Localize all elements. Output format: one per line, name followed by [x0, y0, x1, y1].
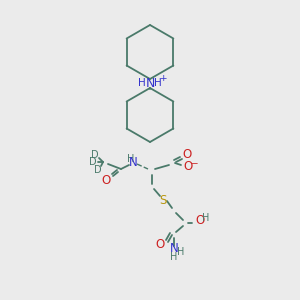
Text: D: D — [94, 165, 102, 175]
Text: H: H — [154, 79, 162, 88]
Text: H: H — [138, 79, 146, 88]
Text: H: H — [170, 252, 178, 262]
Text: +: + — [159, 74, 167, 83]
Text: O: O — [155, 238, 165, 251]
Text: H: H — [127, 154, 135, 164]
Text: O: O — [101, 173, 111, 187]
Text: O: O — [182, 148, 192, 160]
Text: N: N — [129, 155, 137, 169]
Text: −: − — [190, 158, 198, 167]
Text: D: D — [89, 157, 97, 167]
Text: N: N — [145, 77, 155, 90]
Text: H: H — [202, 213, 210, 223]
Text: N: N — [169, 242, 178, 256]
Text: D: D — [91, 150, 99, 160]
Text: H: H — [177, 247, 185, 257]
Text: S: S — [159, 194, 167, 208]
Text: O: O — [183, 160, 193, 173]
Text: O: O — [195, 214, 205, 227]
